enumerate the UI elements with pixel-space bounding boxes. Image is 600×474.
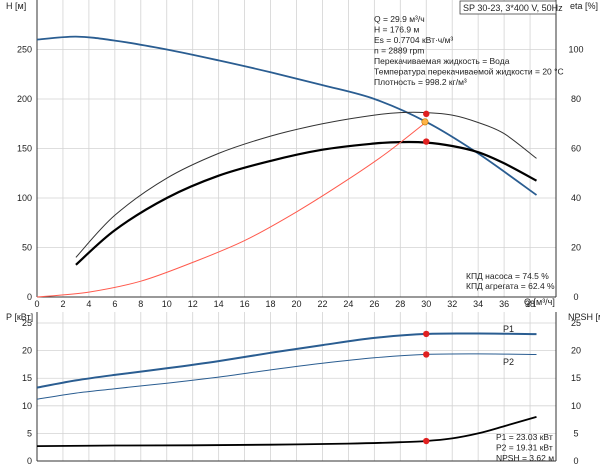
top-series-line <box>36 121 427 298</box>
bottom-series: P1 P2 <box>36 324 537 447</box>
duty-point-annotation: n = 2889 rpm <box>374 46 424 56</box>
bottom-y-tick-label: 15 <box>22 373 32 383</box>
chart-title-box <box>459 0 557 15</box>
bottom-series-line <box>36 416 537 447</box>
bottom-duty-point-marker <box>423 437 430 445</box>
efficiency-annotation: КПД агрегата = 62.4 % <box>466 281 555 291</box>
top-ylabel-right: eta [%] <box>570 1 598 11</box>
top-y2-tick-label: 40 <box>571 193 581 203</box>
top-series-line <box>75 140 538 266</box>
top-y-tick-label: 250 <box>17 45 32 55</box>
bottom-series-line <box>36 353 537 400</box>
top-duty-point-marker <box>423 138 430 145</box>
top-series-line <box>75 111 537 258</box>
top-xlabel: Q [м³/ч] <box>524 297 555 307</box>
duty-point-annotation: Q = 29.9 м³/ч <box>374 14 425 24</box>
top-x-tick-label: 4 <box>86 299 91 309</box>
bottom-duty-point-marker <box>423 330 430 338</box>
top-x-tick-label: 10 <box>162 299 172 309</box>
bottom-y2-tick-label: 10 <box>571 401 581 411</box>
bottom-y-tick-label: 25 <box>22 318 32 328</box>
top-series <box>36 35 538 298</box>
bottom-ylabel-left: P [кВт] <box>6 312 33 322</box>
top-x-tick-label: 12 <box>188 299 198 309</box>
top-y2-tick-label: 20 <box>571 243 581 253</box>
top-x-tick-label: 24 <box>343 299 353 309</box>
power-annotation: P1 = 23.03 кВт <box>496 432 553 442</box>
bottom-y-tick-label: 20 <box>22 346 32 356</box>
power-annotation: NPSH = 3.62 м <box>496 453 554 463</box>
bottom-y-tick-label: 10 <box>22 401 32 411</box>
top-x-tick-label: 32 <box>447 299 457 309</box>
top-x-tick-label: 0 <box>34 299 39 309</box>
top-y2-tick-label: 60 <box>571 144 581 154</box>
top-y2-tick-label: 100 <box>568 45 583 55</box>
top-y-tick-label: 100 <box>17 193 32 203</box>
bottom-y-tick-label: 5 <box>27 428 32 438</box>
top-annotations: Q = 29.9 м³/чH = 176.9 мEs = 0.7704 кВт·… <box>374 14 564 291</box>
top-x-tick-label: 26 <box>369 299 379 309</box>
top-ticks: 0 2 4 6 8 10 12 14 16 18 20 22 24 26 28 30 32 34 36 3805010… <box>17 45 584 310</box>
duty-point-annotation: Es = 0.7704 кВт·ч/м³ <box>374 35 453 45</box>
top-x-tick-label: 36 <box>499 299 509 309</box>
efficiency-annotation: КПД насоса = 74.5 % <box>466 271 549 281</box>
top-x-tick-label: 6 <box>112 299 117 309</box>
duty-point-annotation: Перекачиваемая жидкость = Вода <box>374 56 510 66</box>
top-x-tick-label: 18 <box>266 299 276 309</box>
bottom-y2-tick-label: 25 <box>571 318 581 328</box>
bottom-y2-tick-label: 20 <box>571 346 581 356</box>
bottom-series-line <box>36 332 537 389</box>
top-x-tick-label: 28 <box>395 299 405 309</box>
top-x-tick-label: 8 <box>138 299 143 309</box>
bottom-y2-tick-label: 0 <box>573 456 578 466</box>
top-grid <box>36 0 556 298</box>
duty-point-annotation: Температура перекачиваемой жидкости = 20… <box>374 67 564 77</box>
top-duty-point-marker <box>421 118 429 126</box>
top-x-tick-label: 14 <box>214 299 224 309</box>
top-x-tick-label: 38 <box>525 299 535 309</box>
bottom-duty-point-marker <box>423 351 430 358</box>
top-y-tick-label: 0 <box>27 292 32 302</box>
bottom-y2-tick-label: 5 <box>573 428 578 438</box>
top-x-tick-label: 22 <box>317 299 327 309</box>
top-duty-point-marker <box>423 110 430 118</box>
series-label-p1: P1 <box>503 324 514 334</box>
top-x-tick-label: 34 <box>473 299 483 309</box>
top-series-line <box>36 35 538 196</box>
chart-title: SP 30-23, 3*400 V, 50Hz <box>463 3 563 13</box>
duty-point-annotation: Плотность = 998.2 кг/м³ <box>374 77 467 87</box>
top-ylabel-left: H [м] <box>6 1 26 11</box>
series-label-p2: P2 <box>503 357 514 367</box>
duty-point-annotation: H = 176.9 м <box>374 25 419 35</box>
bottom-ticks: 0 5 10 15 20 25 0 5 10 15 20 25 <box>22 318 581 466</box>
top-x-tick-label: 2 <box>60 299 65 309</box>
top-x-tick-label: 20 <box>291 299 301 309</box>
bottom-y2-tick-label: 15 <box>571 373 581 383</box>
bottom-ylabel-right: NPSH [м] <box>568 312 600 322</box>
top-y-tick-label: 150 <box>17 144 32 154</box>
top-y-tick-label: 50 <box>22 243 32 253</box>
top-y2-tick-label: 80 <box>571 94 581 104</box>
bottom-y-tick-label: 0 <box>27 456 32 466</box>
power-annotation: P2 = 19.31 кВт <box>496 443 553 453</box>
top-x-tick-label: 30 <box>421 299 431 309</box>
top-y2-tick-label: 0 <box>573 292 578 302</box>
top-y-tick-label: 200 <box>17 94 32 104</box>
top-x-tick-label: 16 <box>240 299 250 309</box>
